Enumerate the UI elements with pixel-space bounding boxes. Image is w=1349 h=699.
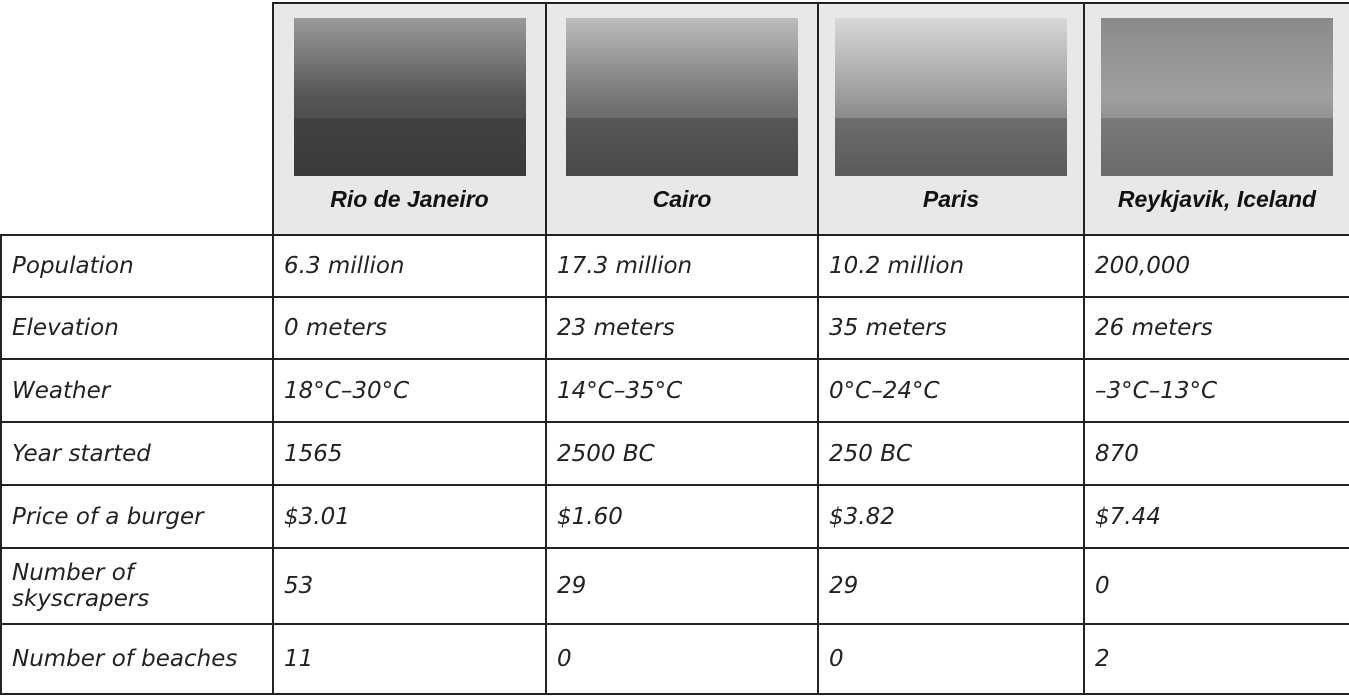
table-cell: 870 xyxy=(1084,422,1349,485)
row-label: Population xyxy=(1,235,273,297)
table-cell: 14°C–35°C xyxy=(546,359,818,422)
table-cell: 0°C–24°C xyxy=(818,359,1084,422)
table-cell: 11 xyxy=(273,624,546,694)
column-header: Reykjavik, Iceland xyxy=(1084,3,1349,235)
column-header: Paris xyxy=(818,3,1084,235)
table-cell: 250 BC xyxy=(818,422,1084,485)
table-cell: –3°C–13°C xyxy=(1084,359,1349,422)
header-row: Rio de Janeiro Cairo Paris Reykjavik, Ic… xyxy=(1,3,1349,235)
city-name: Rio de Janeiro xyxy=(274,176,545,222)
city-photo xyxy=(566,18,798,176)
city-name: Reykjavik, Iceland xyxy=(1085,176,1349,222)
table-cell: 29 xyxy=(818,548,1084,624)
table-cell: 29 xyxy=(546,548,818,624)
column-header: Rio de Janeiro xyxy=(273,3,546,235)
table-cell: 6.3 million xyxy=(273,235,546,297)
city-name: Cairo xyxy=(547,176,817,222)
table-cell: 2500 BC xyxy=(546,422,818,485)
table-cell: 1565 xyxy=(273,422,546,485)
corner-cell xyxy=(1,3,273,235)
table-row: Price of a burger$3.01$1.60$3.82$7.44 xyxy=(1,485,1349,548)
table-cell: $3.82 xyxy=(818,485,1084,548)
table-cell: $3.01 xyxy=(273,485,546,548)
row-label: Year started xyxy=(1,422,273,485)
table-cell: 0 xyxy=(1084,548,1349,624)
table-cell: 35 meters xyxy=(818,297,1084,359)
city-photo xyxy=(294,18,526,176)
table-cell: 10.2 million xyxy=(818,235,1084,297)
table-cell: 17.3 million xyxy=(546,235,818,297)
comparison-table: Rio de Janeiro Cairo Paris Reykjavik, Ic… xyxy=(0,2,1349,695)
row-label: Elevation xyxy=(1,297,273,359)
row-label: Number of skyscrapers xyxy=(1,548,273,624)
city-photo xyxy=(835,18,1067,176)
row-label: Number of beaches xyxy=(1,624,273,694)
column-header: Cairo xyxy=(546,3,818,235)
row-label: Price of a burger xyxy=(1,485,273,548)
city-name: Paris xyxy=(819,176,1083,222)
city-photo xyxy=(1101,18,1333,176)
page: Rio de Janeiro Cairo Paris Reykjavik, Ic… xyxy=(0,0,1349,699)
row-label: Weather xyxy=(1,359,273,422)
table-cell: 18°C–30°C xyxy=(273,359,546,422)
table-cell: 0 xyxy=(546,624,818,694)
table-cell: 23 meters xyxy=(546,297,818,359)
table-cell: 200,000 xyxy=(1084,235,1349,297)
table-cell: $1.60 xyxy=(546,485,818,548)
table-cell: $7.44 xyxy=(1084,485,1349,548)
table-cell: 2 xyxy=(1084,624,1349,694)
table-cell: 53 xyxy=(273,548,546,624)
table-cell: 0 meters xyxy=(273,297,546,359)
table-cell: 0 xyxy=(818,624,1084,694)
table-cell: 26 meters xyxy=(1084,297,1349,359)
